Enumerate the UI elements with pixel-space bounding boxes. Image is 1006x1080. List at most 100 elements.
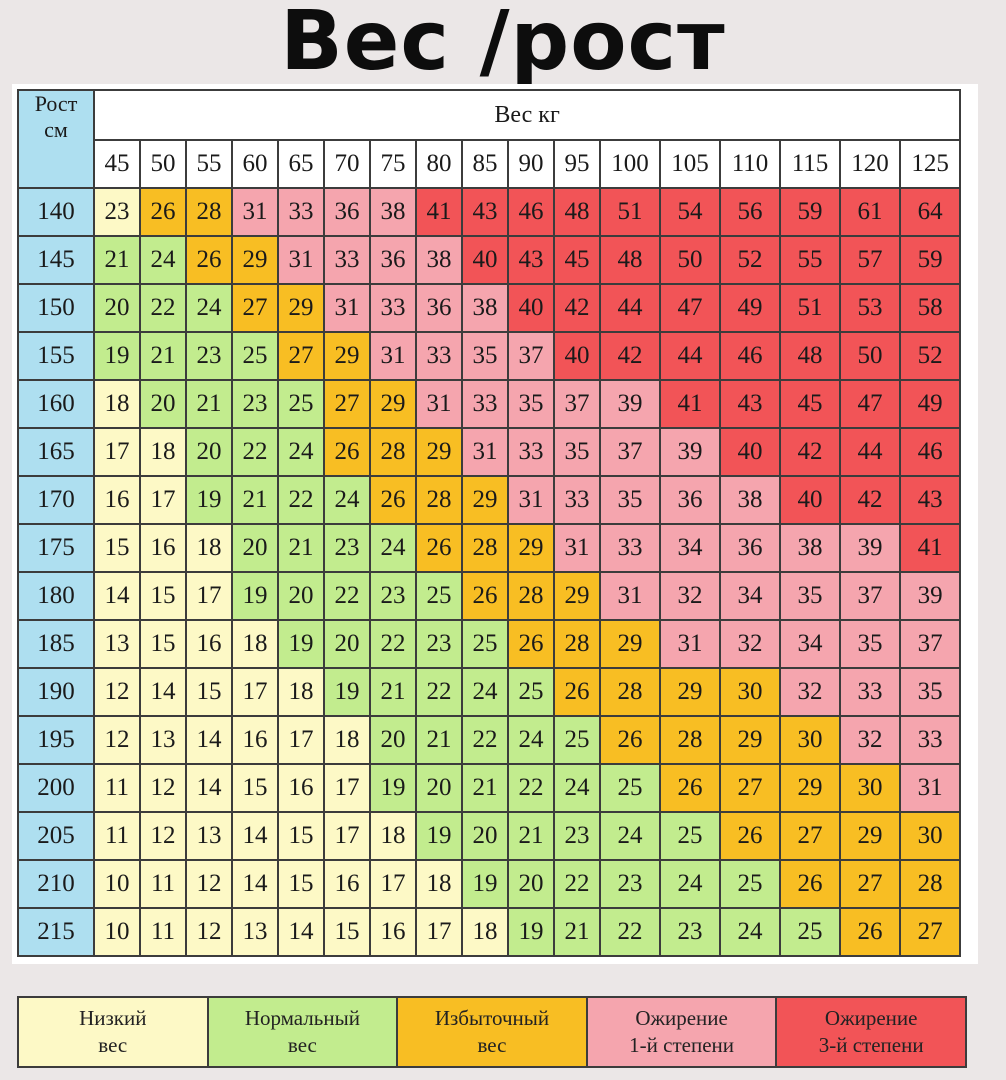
bmi-cell: 43: [719, 379, 781, 429]
bmi-cell: 14: [231, 859, 279, 909]
legend-item: Нормальный вес: [208, 998, 399, 1066]
bmi-cell: 40: [461, 235, 509, 285]
bmi-cell: 38: [719, 475, 781, 525]
bmi-cell: 28: [599, 667, 661, 717]
bmi-cell: 45: [553, 235, 601, 285]
bmi-cell: 28: [898, 859, 962, 909]
legend-label-line2: вес: [287, 1033, 317, 1057]
bmi-cell: 36: [719, 523, 781, 573]
bmi-cell: 27: [839, 859, 901, 909]
bmi-cell: 23: [231, 379, 279, 429]
bmi-cell: 40: [719, 427, 781, 477]
legend-label-line1: Ожирение: [824, 1006, 918, 1030]
legend-label-line2: 1-й степени: [629, 1033, 734, 1057]
bmi-cell: 49: [898, 379, 962, 429]
bmi-cell: 17: [369, 859, 417, 909]
bmi-cell: 18: [93, 379, 141, 429]
bmi-cell: 26: [599, 715, 661, 765]
bmi-cell: 47: [839, 379, 901, 429]
bmi-cell: 35: [898, 667, 962, 717]
height-header-label: Рост: [34, 91, 78, 116]
bmi-cell: 43: [898, 475, 962, 525]
bmi-cell: 31: [507, 475, 555, 525]
bmi-cell: 18: [185, 523, 233, 573]
height-tick: 155: [17, 331, 95, 381]
table-row: 165 17 18 20 22 24 26 28 29 31 33 35 37 39 40 42 44 46: [17, 427, 962, 477]
bmi-cell: 28: [461, 523, 509, 573]
height-tick: 175: [17, 523, 95, 573]
legend: Низкий вес Нормальный вес Избыточный вес Ожире…: [17, 996, 967, 1068]
bmi-cell: 13: [231, 907, 279, 957]
bmi-cell: 19: [93, 331, 141, 381]
bmi-cell: 34: [719, 571, 781, 621]
bmi-cell: 20: [185, 427, 233, 477]
weight-tick: 70: [323, 139, 371, 189]
bmi-cell: 16: [139, 523, 187, 573]
bmi-cell: 23: [323, 523, 371, 573]
weight-tick: 125: [898, 139, 962, 189]
table-row: 160 18 20 21 23 25 27 29 31 33 35 37 39 41 43 45 47 49: [17, 379, 962, 429]
bmi-cell: 18: [369, 811, 417, 861]
bmi-cell: 32: [659, 571, 721, 621]
bmi-cell: 30: [719, 667, 781, 717]
bmi-cell: 25: [231, 331, 279, 381]
bmi-cell: 36: [323, 187, 371, 237]
bmi-cell: 18: [415, 859, 463, 909]
bmi-cell: 40: [553, 331, 601, 381]
bmi-cell: 12: [185, 907, 233, 957]
bmi-cell: 23: [415, 619, 463, 669]
bmi-cell: 33: [461, 379, 509, 429]
bmi-cell: 44: [839, 427, 901, 477]
bmi-cell: 26: [461, 571, 509, 621]
weight-tick: 55: [185, 139, 233, 189]
bmi-cell: 17: [323, 811, 371, 861]
bmi-cell: 29: [599, 619, 661, 669]
bmi-cell: 51: [779, 283, 841, 333]
bmi-cell: 25: [779, 907, 841, 957]
bmi-cell: 57: [839, 235, 901, 285]
bmi-cell: 26: [839, 907, 901, 957]
bmi-cell: 25: [719, 859, 781, 909]
bmi-cell: 36: [415, 283, 463, 333]
bmi-cell: 16: [369, 907, 417, 957]
height-tick: 195: [17, 715, 95, 765]
height-tick: 215: [17, 907, 95, 957]
bmi-cell: 15: [139, 571, 187, 621]
bmi-cell: 33: [898, 715, 962, 765]
bmi-cell: 23: [599, 859, 661, 909]
bmi-cell: 42: [553, 283, 601, 333]
bmi-cell: 22: [415, 667, 463, 717]
legend-label-line1: Низкий: [79, 1006, 147, 1030]
bmi-cell: 49: [719, 283, 781, 333]
bmi-cell: 25: [599, 763, 661, 813]
bmi-cell: 18: [231, 619, 279, 669]
legend-item: Ожирение 3-й степени: [777, 998, 965, 1066]
bmi-cell: 16: [277, 763, 325, 813]
bmi-cell: 25: [277, 379, 325, 429]
bmi-cell: 26: [553, 667, 601, 717]
bmi-cell: 31: [369, 331, 417, 381]
height-tick: 140: [17, 187, 95, 237]
height-tick: 200: [17, 763, 95, 813]
bmi-cell: 10: [93, 859, 141, 909]
height-unit-label: см: [44, 117, 68, 142]
bmi-cell: 21: [139, 331, 187, 381]
page-title: Вес /рост: [280, 0, 726, 89]
bmi-cell: 14: [139, 667, 187, 717]
bmi-cell: 26: [507, 619, 555, 669]
bmi-cell: 20: [93, 283, 141, 333]
bmi-cell: 27: [277, 331, 325, 381]
bmi-cell: 17: [231, 667, 279, 717]
bmi-cell: 52: [719, 235, 781, 285]
bmi-cell: 26: [185, 235, 233, 285]
bmi-cell: 22: [369, 619, 417, 669]
bmi-cell: 32: [719, 619, 781, 669]
weight-tick: 85: [461, 139, 509, 189]
bmi-cell: 29: [461, 475, 509, 525]
table-row: 190 12 14 15 17 18 19 21 22 24 25 26 28 29 30 32 33 35: [17, 667, 962, 717]
bmi-cell: 20: [323, 619, 371, 669]
bmi-cell: 14: [93, 571, 141, 621]
bmi-cell: 20: [369, 715, 417, 765]
bmi-cell: 56: [719, 187, 781, 237]
bmi-cell: 42: [779, 427, 841, 477]
